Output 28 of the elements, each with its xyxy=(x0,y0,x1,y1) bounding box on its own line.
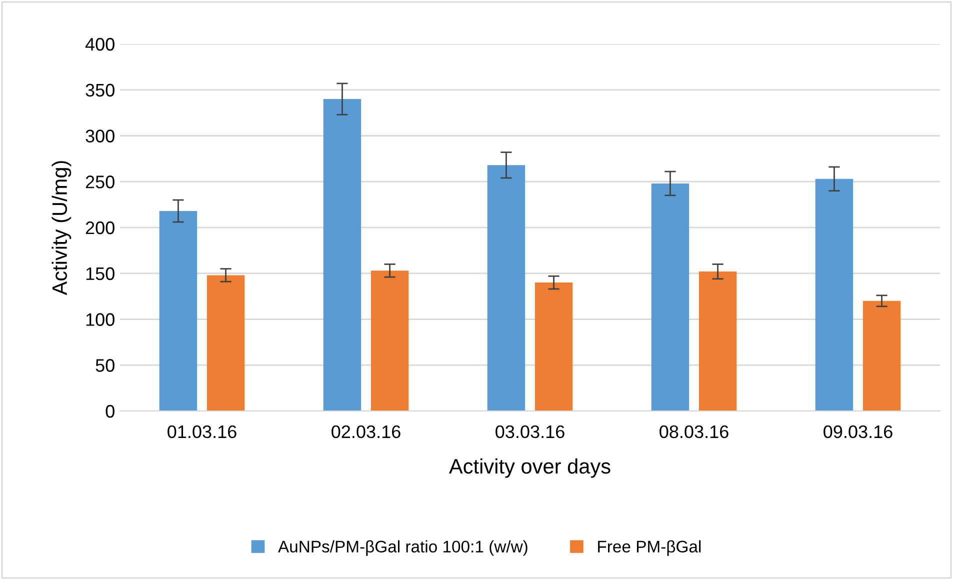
y-tick-label: 400 xyxy=(85,38,114,51)
x-axis-title: Activity over days xyxy=(449,458,610,478)
bar xyxy=(206,275,245,411)
y-tick-label: 150 xyxy=(86,267,114,280)
bar xyxy=(159,210,198,411)
x-tick-label: 01.03.16 xyxy=(168,425,236,438)
y-tick-label: 350 xyxy=(86,84,114,97)
bar xyxy=(487,165,526,411)
x-tick-label: 09.03.16 xyxy=(824,425,892,438)
legend-label: Free PM-βGal xyxy=(598,540,701,556)
y-tick-label: 300 xyxy=(86,130,114,142)
x-tick-label: 08.03.16 xyxy=(660,425,728,438)
bar xyxy=(862,300,901,411)
y-tick-label: 0 xyxy=(106,404,114,418)
bar xyxy=(323,99,362,411)
bar xyxy=(370,270,409,411)
bar xyxy=(651,183,690,411)
legend-label: AuNPs/PM-βGal ratio 100:1 (w/w) xyxy=(278,540,528,556)
x-tick-label: 02.03.16 xyxy=(332,425,400,438)
y-axis-title: Activity (U/mg) xyxy=(52,161,72,296)
bar xyxy=(815,178,854,411)
y-tick-label: 100 xyxy=(86,313,114,326)
bar xyxy=(698,272,737,411)
y-tick-label: 50 xyxy=(96,359,114,372)
y-tick-label: 250 xyxy=(86,176,114,188)
x-tick-label: 03.03.16 xyxy=(496,425,564,438)
bar xyxy=(534,282,573,411)
y-tick-label: 200 xyxy=(86,221,114,234)
